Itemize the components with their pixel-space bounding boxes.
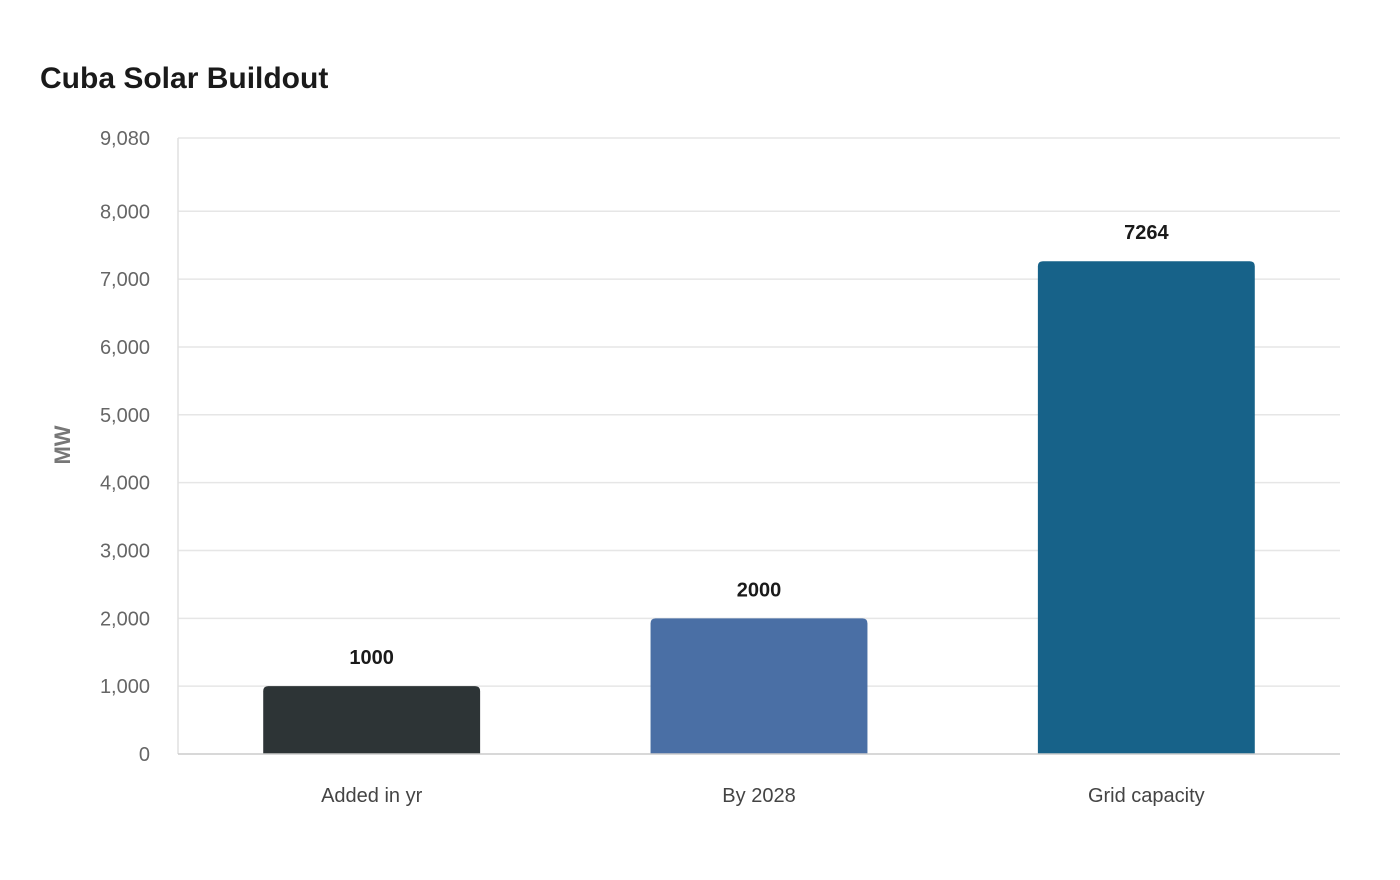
y-tick-label: 2,000 — [100, 608, 150, 630]
x-category-label: Added in yr — [321, 785, 423, 807]
bar-value-label: 2000 — [737, 579, 782, 601]
chart-title: Cuba Solar Buildout — [40, 62, 329, 95]
bar — [263, 686, 481, 754]
data-labels: 1000 2000 7264 — [349, 222, 1169, 669]
y-tick-label: 0 — [139, 744, 150, 766]
y-tick-label: 3,000 — [100, 540, 150, 562]
y-tick-label: 4,000 — [100, 473, 150, 495]
bar — [1037, 261, 1255, 754]
x-category-label: By 2028 — [722, 785, 795, 807]
y-axis-title: MW — [50, 425, 75, 464]
y-tick-label: 8,000 — [100, 201, 150, 223]
y-tick-label: 5,000 — [100, 405, 150, 427]
axes — [177, 138, 1340, 755]
bars — [263, 261, 1255, 754]
x-category-label: Grid capacity — [1088, 785, 1205, 807]
y-tick-label: 1,000 — [100, 676, 150, 698]
y-tick-label: 7,000 — [100, 269, 150, 291]
y-axis-ticks: 0 1,000 2,000 3,000 4,000 5,000 6,000 7,000 8,00… — [100, 128, 150, 766]
bar-value-label: 7264 — [1124, 222, 1169, 244]
x-axis-categories: Added in yr By 2028 Grid capacity — [321, 785, 1205, 807]
bar — [650, 618, 868, 754]
y-tick-label: 6,000 — [100, 337, 150, 359]
y-tick-label: 9,080 — [100, 128, 150, 150]
bar-value-label: 1000 — [349, 647, 394, 669]
